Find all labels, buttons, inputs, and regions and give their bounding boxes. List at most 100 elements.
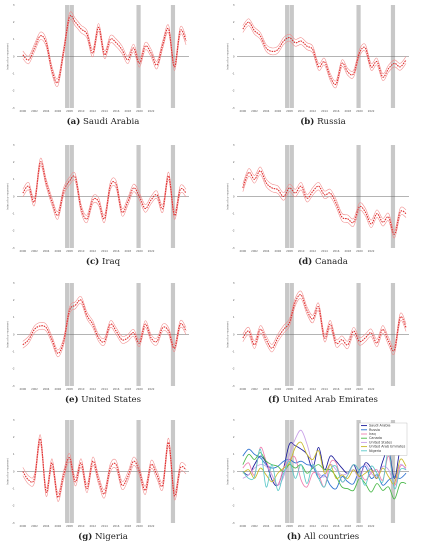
upper-band-line [22, 434, 187, 494]
y-tick-label: 2 [13, 298, 15, 302]
panel-h: -3 -2 -1 0 1 2 3 2000 2002 2004 2006 2008 2010 2012 20… [227, 418, 409, 542]
x-tick-label: 2016 [333, 249, 340, 253]
y-tick-label: -1 [232, 212, 235, 216]
x-tick-label: 2004 [263, 524, 270, 528]
y-tick-label: 3 [233, 3, 235, 7]
series-line [242, 170, 407, 235]
y-tick-label: 0 [13, 332, 15, 336]
x-tick-label: 2000 [20, 524, 27, 528]
panel-g: -3 -2 -1 0 1 2 3 2000 2002 2004 2006 2008 2010 2012 20… [7, 418, 189, 542]
y-tick-label: -3 [12, 106, 15, 110]
x-tick-label: 2012 [309, 524, 316, 528]
y-tick-label: -2 [232, 229, 235, 233]
y-tick-label: 3 [13, 3, 15, 7]
panel-caption-title: Nigeria [92, 532, 128, 542]
x-tick-label: 2014 [101, 387, 108, 391]
x-tick-label: 2018 [344, 109, 351, 113]
panel-caption-letter: (g) [78, 531, 92, 542]
lower-band-line [242, 25, 407, 89]
x-tick-label: 2008 [66, 109, 73, 113]
y-tick-label: 2 [233, 160, 235, 164]
y-axis-label: Index of co-movement [227, 321, 230, 348]
y-tick-label: 3 [13, 281, 15, 285]
y-tick-label: -1 [12, 350, 15, 354]
x-tick-label: 2014 [321, 387, 328, 391]
x-tick-label: 2010 [78, 109, 85, 113]
panel-caption-letter: (h) [287, 531, 301, 542]
y-tick-label: -3 [12, 384, 15, 388]
lower-band-line [242, 298, 407, 355]
x-tick-label: 2022 [148, 249, 155, 253]
y-tick-label: 1 [233, 37, 235, 41]
legend-label: Russia [369, 428, 380, 432]
y-tick-label: -2 [232, 367, 235, 371]
lower-band-line [22, 18, 187, 87]
panel-caption-letter: (c) [86, 256, 99, 267]
y-tick-label: 0 [233, 194, 235, 198]
y-tick-label: -2 [12, 229, 15, 233]
x-tick-label: 2004 [263, 249, 270, 253]
panel-caption-title: Russia [314, 117, 345, 127]
x-tick-label: 2018 [124, 387, 131, 391]
panel-caption-title: United States [79, 395, 141, 405]
y-tick-label: 2 [233, 298, 235, 302]
series-line [242, 21, 407, 86]
x-tick-label: 2020 [136, 249, 143, 253]
upper-band-line [22, 157, 187, 216]
x-tick-label: 2002 [31, 109, 38, 113]
upper-band-line [242, 18, 407, 82]
x-tick-label: 2008 [66, 524, 73, 528]
x-tick-label: 2008 [286, 109, 293, 113]
panel-caption: (g) Nigeria [78, 531, 128, 542]
series-line [22, 161, 187, 220]
x-tick-label: 2006 [55, 249, 62, 253]
x-tick-label: 2006 [275, 249, 282, 253]
x-tick-label: 2000 [20, 109, 27, 113]
x-tick-label: 2010 [298, 109, 305, 113]
y-tick-label: 0 [233, 332, 235, 336]
x-tick-label: 2000 [240, 524, 247, 528]
x-tick-label: 2022 [368, 387, 375, 391]
panel-f: -3 -2 -1 0 1 2 3 2000 2002 2004 2006 2008 2010 2012 20… [227, 281, 409, 405]
y-tick-label: 1 [233, 177, 235, 181]
x-tick-label: 2018 [344, 249, 351, 253]
lower-band-line [22, 442, 187, 502]
y-tick-label: 1 [233, 452, 235, 456]
x-tick-label: 2020 [136, 109, 143, 113]
x-tick-label: 2022 [148, 524, 155, 528]
y-tick-label: 2 [13, 20, 15, 24]
panel-caption: (e) United States [65, 394, 141, 405]
y-tick-label: 2 [233, 20, 235, 24]
upper-band-line [242, 290, 407, 348]
y-tick-label: -1 [12, 72, 15, 76]
y-tick-label: -2 [12, 89, 15, 93]
x-tick-label: 2000 [240, 387, 247, 391]
x-tick-label: 2014 [101, 109, 108, 113]
legend-box [358, 422, 408, 456]
x-tick-label: 2016 [113, 387, 120, 391]
x-tick-label: 2002 [251, 249, 258, 253]
panel-caption-letter: (e) [65, 394, 79, 405]
y-axis-label: Index of co-movement [7, 321, 10, 348]
y-tick-label: 0 [233, 469, 235, 473]
x-tick-label: 2020 [356, 387, 363, 391]
series-line [22, 14, 187, 84]
x-tick-label: 2018 [124, 249, 131, 253]
x-tick-label: 2002 [31, 387, 38, 391]
series-line [242, 452, 407, 500]
x-tick-label: 2010 [298, 249, 305, 253]
x-tick-label: 2002 [31, 249, 38, 253]
y-axis-label: Index of co-movement [227, 183, 230, 210]
series-line [22, 438, 187, 498]
legend-label: United States [369, 440, 392, 444]
y-tick-label: -3 [232, 521, 235, 525]
x-tick-label: 2008 [286, 387, 293, 391]
x-tick-label: 2004 [43, 249, 50, 253]
x-tick-label: 2012 [89, 109, 96, 113]
x-tick-label: 2006 [55, 109, 62, 113]
x-tick-label: 2010 [78, 387, 85, 391]
x-tick-label: 2012 [309, 249, 316, 253]
y-tick-label: -3 [12, 246, 15, 250]
x-tick-label: 2006 [55, 524, 62, 528]
y-tick-label: -1 [232, 350, 235, 354]
